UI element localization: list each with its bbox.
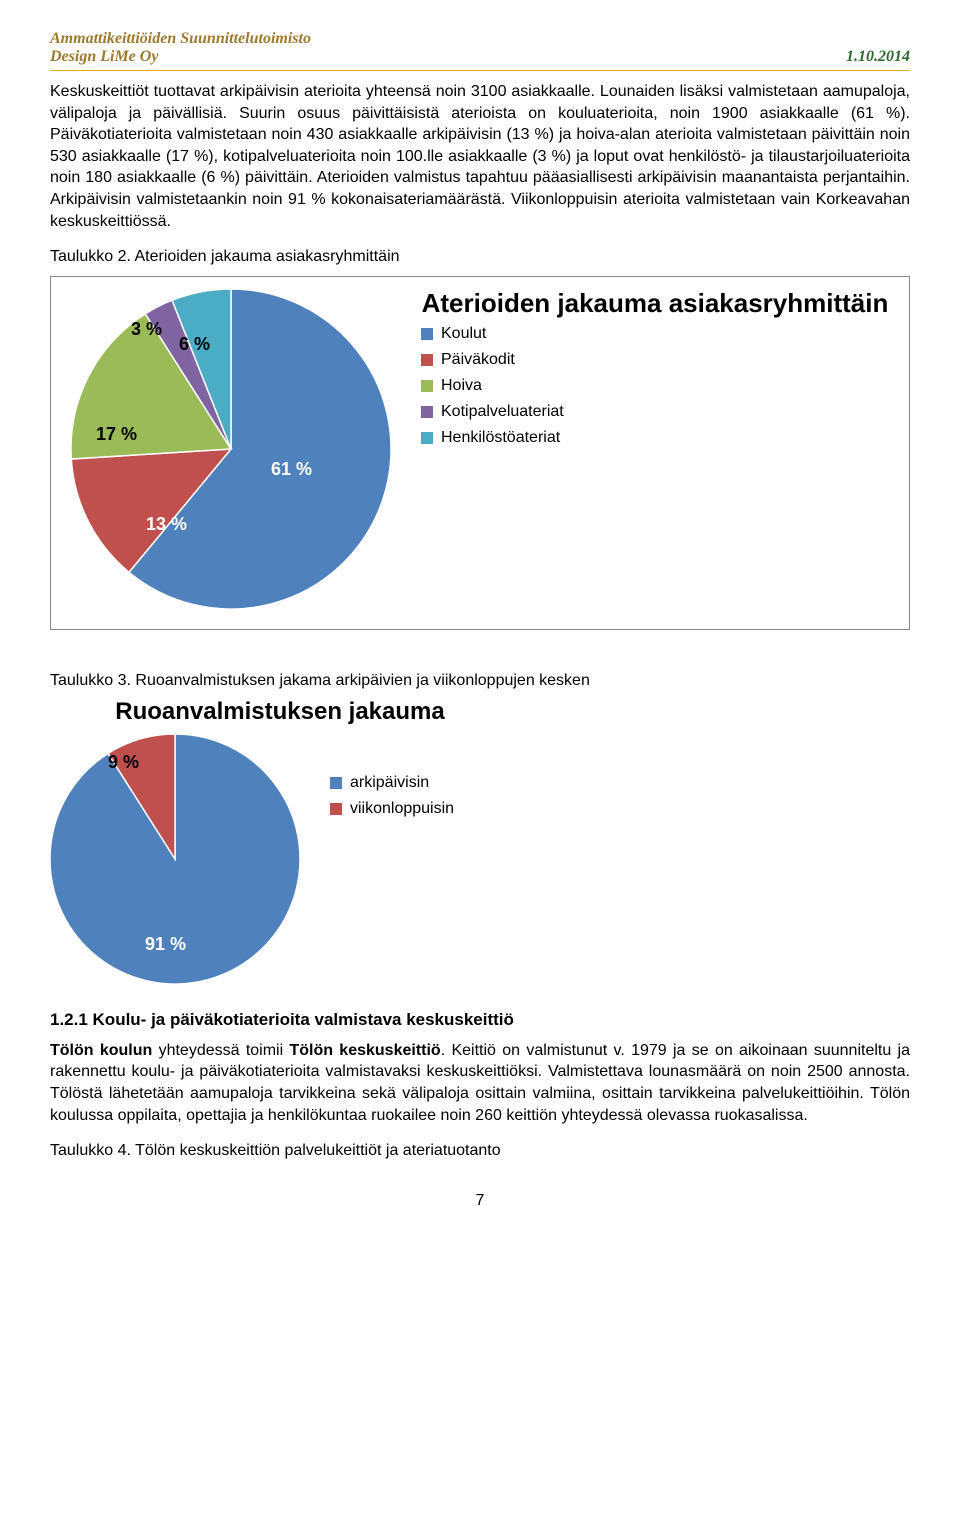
header-left: Ammattikeittiöiden Suunnittelutoimisto D… bbox=[50, 30, 311, 66]
legend-label: Henkilöstöateriat bbox=[441, 429, 560, 447]
chart2-container: Ruoanvalmistuksen jakauma 91 % 9 % arkipä… bbox=[50, 699, 510, 983]
page-header: Ammattikeittiöiden Suunnittelutoimisto D… bbox=[50, 30, 910, 71]
pie-slice-label: 9 % bbox=[108, 752, 139, 773]
paragraph-1: Keskuskeittiöt tuottavat arkipäivisin at… bbox=[50, 81, 910, 232]
pie-slice-label: 61 % bbox=[271, 459, 312, 480]
legend-row: arkipäivisin bbox=[330, 774, 454, 792]
legend-swatch bbox=[421, 380, 433, 392]
legend-row: Kotipalveluateriat bbox=[421, 403, 889, 421]
legend-swatch bbox=[330, 803, 342, 815]
legend-swatch bbox=[421, 406, 433, 418]
pie-slice-label: 17 % bbox=[96, 424, 137, 445]
legend-swatch bbox=[421, 328, 433, 340]
chart1-title: Aterioiden jakauma asiakasryhmittäin bbox=[421, 289, 889, 318]
pie-slice-label: 91 % bbox=[145, 934, 186, 955]
header-date: 1.10.2014 bbox=[846, 48, 910, 66]
pie-slice-label: 13 % bbox=[146, 514, 187, 535]
pie-slice-label: 6 % bbox=[179, 334, 210, 355]
legend-row: Henkilöstöateriat bbox=[421, 429, 889, 447]
legend-swatch bbox=[421, 354, 433, 366]
legend-row: Koulut bbox=[421, 325, 889, 343]
chart1-legend: Koulut Päiväkodit Hoiva Kotipalveluateriat H… bbox=[421, 325, 889, 447]
legend-label: arkipäivisin bbox=[350, 774, 429, 792]
legend-label: Kotipalveluateriat bbox=[441, 403, 564, 421]
legend-swatch bbox=[421, 432, 433, 444]
p2-bold1: Tölön koulun bbox=[50, 1042, 152, 1059]
chart2-legend: arkipäivisin viikonloppuisin bbox=[330, 774, 454, 826]
p2-mid1: yhteydessä toimii bbox=[152, 1042, 289, 1059]
legend-label: Päiväkodit bbox=[441, 351, 515, 369]
legend-row: viikonloppuisin bbox=[330, 800, 454, 818]
chart1-container: 61 % 13 % 17 % 3 % 6 % Aterioiden jakauma as… bbox=[50, 276, 910, 630]
pie-slice-label: 3 % bbox=[131, 319, 162, 340]
table4-caption: Taulukko 4. Tölön keskuskeittiön palvelu… bbox=[50, 1140, 910, 1162]
p2-bold2: Tölön keskuskeittiö bbox=[289, 1042, 440, 1059]
chart2-pie: 91 % 9 % bbox=[50, 734, 300, 984]
legend-row: Päiväkodit bbox=[421, 351, 889, 369]
legend-label: Hoiva bbox=[441, 377, 482, 395]
table2-caption: Taulukko 2. Aterioiden jakauma asiakasry… bbox=[50, 246, 910, 268]
legend-label: Koulut bbox=[441, 325, 486, 343]
paragraph-2: Tölön koulun yhteydessä toimii Tölön kes… bbox=[50, 1040, 910, 1126]
legend-label: viikonloppuisin bbox=[350, 800, 454, 818]
page-number: 7 bbox=[50, 1192, 910, 1210]
legend-row: Hoiva bbox=[421, 377, 889, 395]
table3-caption: Taulukko 3. Ruoanvalmistuksen jakama ark… bbox=[50, 670, 910, 692]
company-line1: Ammattikeittiöiden Suunnittelutoimisto bbox=[50, 30, 311, 47]
company-line2: Design LiMe Oy bbox=[50, 48, 158, 65]
chart2-title: Ruoanvalmistuksen jakauma bbox=[50, 699, 510, 725]
section-heading: 1.2.1 Koulu- ja päiväkotiaterioita valmi… bbox=[50, 1010, 910, 1030]
legend-swatch bbox=[330, 777, 342, 789]
chart1-pie: 61 % 13 % 17 % 3 % 6 % bbox=[71, 289, 391, 609]
